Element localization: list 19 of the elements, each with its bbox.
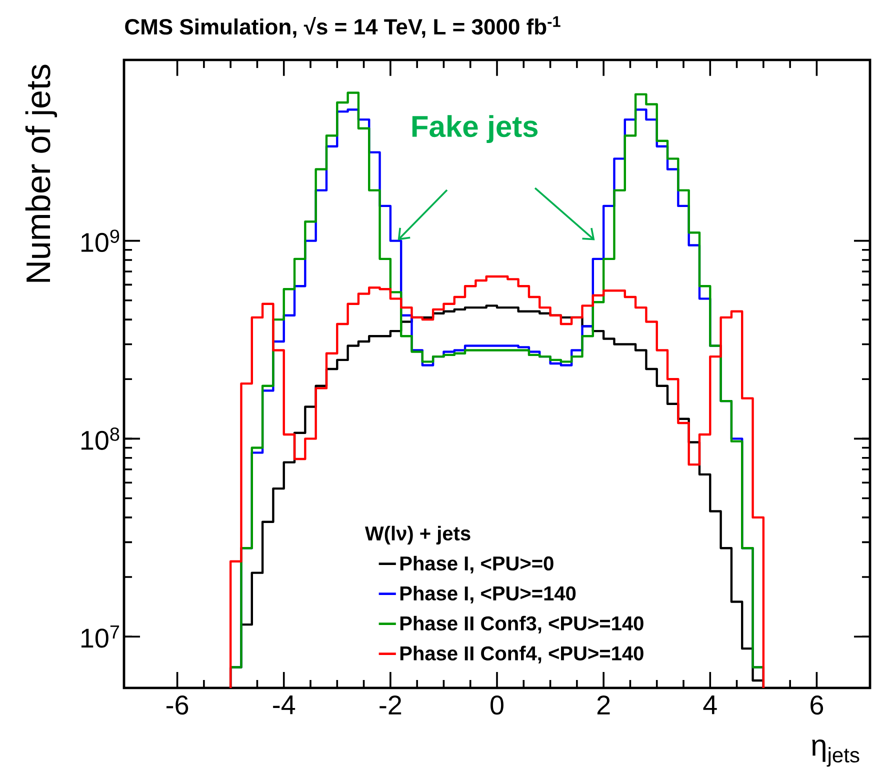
legend-label: Phase II Conf4, <PU>=140 (400, 646, 644, 664)
y-axis-title: Number of jets (25, 64, 58, 282)
legend-label: Phase II Conf3, <PU>=140 (400, 616, 644, 634)
y-tick-label: 10$^{8}$ (81, 427, 120, 450)
legend-title: W(lν) + jets (364, 526, 470, 544)
x-tick-label: -4 (273, 696, 296, 714)
x-tick-label: -6 (166, 696, 188, 715)
x-tick-label: 2 (597, 696, 610, 714)
chart-title: CMS Simulation, √s = 14 TeV, L = 3000 fb$^{-1}$ (125, 16, 560, 38)
legend-label: Phase I, <PU>=140 (400, 586, 576, 604)
x-tick-label: 0 (490, 696, 504, 715)
x-tick-label: 6 (810, 696, 824, 715)
y-tick-label: 10$^{7}$ (81, 625, 120, 648)
y-tick-label: 10$^{9}$ (81, 230, 120, 252)
legend-label: Phase I, <PU>=0 (400, 556, 554, 574)
x-tick-label: -2 (380, 696, 402, 714)
x-tick-label: 4 (703, 696, 717, 714)
x-axis-title: η$_{jets}$ (812, 740, 860, 767)
annotation: Fake jets (412, 115, 538, 144)
